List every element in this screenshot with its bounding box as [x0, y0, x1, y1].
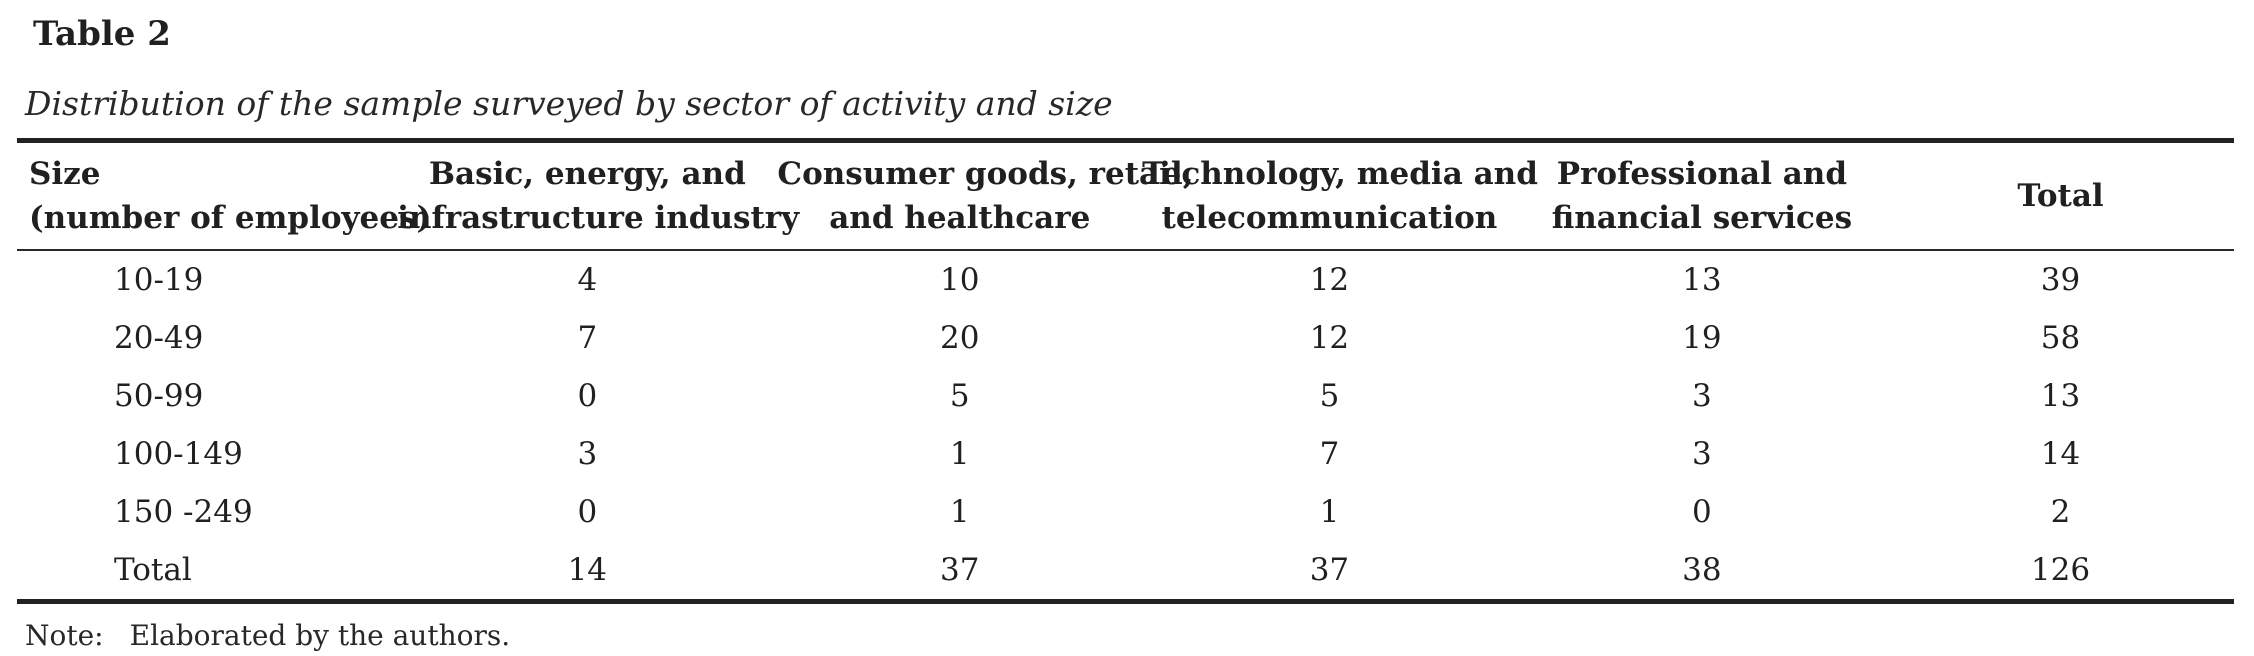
data-cell-total: 58 [2040, 320, 2081, 357]
note-label: Note: [25, 619, 104, 653]
row-label: 100-149 [114, 436, 243, 473]
data-cell: 12 [1309, 262, 1350, 299]
data-cell-total: 2 [2050, 494, 2071, 531]
table-caption: Distribution of the sample surveyed by s… [25, 83, 1113, 123]
table-note: Note: Elaborated by the authors. [25, 619, 2234, 652]
table-row-50-99: 50-99 0 5 5 3 13 [17, 367, 2234, 425]
table-row-100-149: 100-149 3 1 7 3 14 [17, 425, 2234, 483]
data-cell: 37 [1309, 552, 1350, 589]
table-label: Table 2 [33, 14, 171, 54]
note-text: Elaborated by the authors. [129, 619, 511, 653]
data-cell-grand-total: 126 [2030, 552, 2091, 589]
data-cell: 14 [567, 552, 608, 589]
table-row-150-249: 150 -249 0 1 1 0 2 [17, 483, 2234, 541]
data-cell: 19 [1682, 320, 1722, 357]
row-label-total: Total [114, 552, 192, 589]
data-cell: 0 [577, 494, 598, 531]
data-cell: 3 [577, 436, 598, 473]
data-cell: 1 [949, 494, 970, 531]
data-cell: 1 [949, 436, 970, 473]
data-cell: 3 [1692, 436, 1712, 473]
data-cell-total: 39 [2040, 262, 2081, 299]
data-cell: 0 [1692, 494, 1712, 531]
row-label: 10-19 [114, 262, 204, 299]
data-cell: 4 [577, 262, 598, 299]
data-cell: 7 [577, 320, 598, 357]
table-row-10-19: 10-19 4 10 12 13 39 [17, 250, 2234, 309]
distribution-table: Size (number of employees) Basic, energy… [17, 138, 2234, 605]
row-label: 150 -249 [114, 494, 253, 531]
row-label: 50-99 [114, 378, 204, 415]
data-cell: 13 [1682, 262, 1722, 299]
row-label: 20-49 [114, 320, 204, 357]
table-header-row: Size (number of employees) Basic, energy… [17, 140, 2234, 252]
table-row-20-49: 20-49 7 20 12 19 58 [17, 309, 2234, 367]
data-cell: 37 [940, 552, 980, 589]
column-header-size: Size (number of employees) [17, 140, 431, 252]
data-cell: 12 [1309, 320, 1350, 357]
data-cell: 1 [1319, 494, 1340, 531]
column-header-total: Total [1887, 140, 2234, 252]
data-cell: 0 [577, 378, 598, 415]
column-header-professional-financial-services: Professional and financial services [1516, 140, 1887, 252]
data-cell: 5 [949, 378, 970, 415]
data-cell: 5 [1319, 378, 1340, 415]
data-cell: 10 [940, 262, 980, 299]
data-cell: 20 [940, 320, 980, 357]
data-cell: 38 [1682, 552, 1722, 589]
data-cell-total: 14 [2040, 436, 2081, 473]
data-cell: 3 [1692, 378, 1712, 415]
data-cell: 7 [1319, 436, 1340, 473]
data-cell-total: 13 [2040, 378, 2081, 415]
column-header-consumer-goods-retail-healthcare: Consumer goods, retail, and healthcare [777, 140, 1193, 252]
column-header-basic-energy-infrastructure: Basic, energy, and infrastructure indust… [397, 140, 799, 252]
column-header-technology-media-telecommunication: Technology, media and telecommunication [1142, 140, 1538, 252]
table-row-totals: Total 14 37 37 38 126 [17, 541, 2234, 602]
